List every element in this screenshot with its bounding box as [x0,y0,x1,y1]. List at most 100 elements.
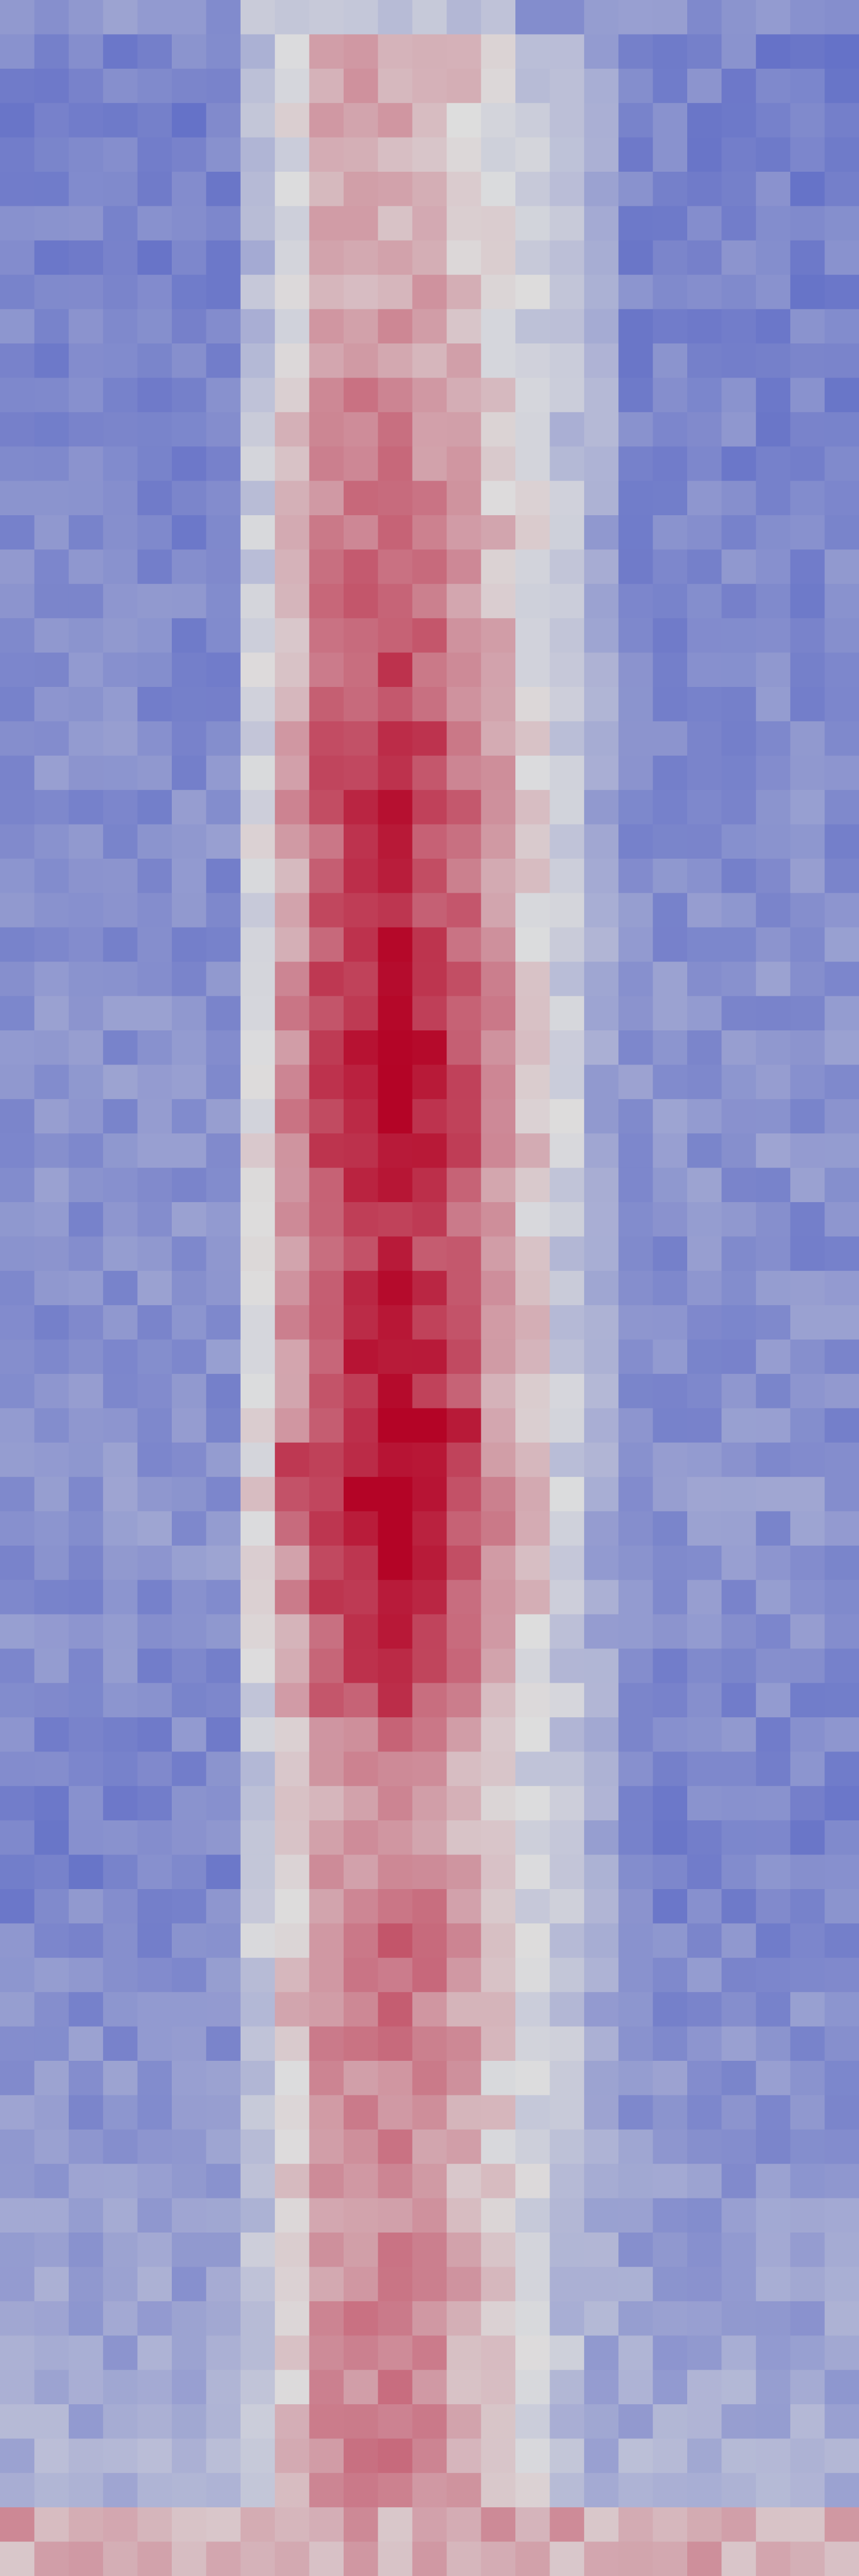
heatmap-cell [618,1854,654,1890]
heatmap-cell [447,1408,482,1443]
heatmap-cell [172,515,207,550]
heatmap-cell [824,962,859,997]
heatmap-cell [275,172,310,206]
heatmap-cell [755,1854,791,1890]
heatmap-cell [137,2267,172,2302]
heatmap-cell [550,1442,585,1477]
heatmap-cell [34,721,69,756]
heatmap-cell [172,2541,207,2576]
heatmap-cell [344,1820,378,1856]
heatmap-cell [0,996,35,1031]
heatmap-cell [687,2164,722,2199]
heatmap-cell [721,2164,757,2199]
heatmap-cell [309,1649,344,1684]
heatmap-cell [447,2541,482,2576]
heatmap-cell [68,1477,104,1512]
heatmap-cell [103,1511,138,1546]
heatmap-cell [447,1717,482,1752]
heatmap-cell [172,859,207,893]
heatmap-cell [206,515,241,550]
heatmap-cell [206,721,241,756]
heatmap-cell [309,515,344,550]
heatmap-cell [378,1374,413,1409]
heatmap-cell [103,0,138,35]
heatmap-cell [0,1614,35,1649]
heatmap-cell [412,1683,447,1718]
heatmap-cell [447,893,482,928]
heatmap-cell [481,2301,516,2336]
heatmap-cell [378,1202,413,1237]
heatmap-cell [687,2129,722,2164]
heatmap-cell [172,927,207,962]
heatmap-cell [515,2404,550,2439]
heatmap-cell [344,2061,378,2095]
heatmap-cell [137,1786,172,1821]
heatmap-cell [481,1065,516,1100]
heatmap-cell [68,1442,104,1477]
heatmap-cell [103,1374,138,1409]
heatmap-cell [412,2198,447,2233]
heatmap-cell [652,481,688,516]
heatmap-cell [790,1270,825,1306]
heatmap-cell [721,2095,757,2130]
heatmap-cell [652,1580,688,1615]
heatmap-cell [206,1099,241,1134]
heatmap-cell [240,1133,275,1169]
heatmap-cell [584,206,619,241]
heatmap-cell [0,68,35,103]
heatmap-cell [240,2198,275,2233]
heatmap-cell [206,343,241,378]
heatmap-cell [618,2164,654,2199]
heatmap-cell [0,1751,35,1787]
heatmap-cell [515,996,550,1031]
heatmap-cell [755,378,791,413]
heatmap-cell [755,2473,791,2508]
heatmap-cell [172,2233,207,2267]
heatmap-cell [755,2061,791,2095]
heatmap-cell [68,412,104,447]
heatmap-cell [824,1167,859,1203]
heatmap-cell [652,2438,688,2474]
heatmap-cell [103,1477,138,1512]
heatmap-cell [34,2404,69,2439]
heatmap-cell [481,583,516,619]
heatmap-cell [584,927,619,962]
heatmap-cell [206,1923,241,1958]
heatmap-cell [240,2095,275,2130]
heatmap-cell [550,1923,585,1958]
heatmap-cell [344,2473,378,2508]
heatmap-cell [447,1786,482,1821]
heatmap-cell [240,755,275,790]
heatmap-cell [687,2335,722,2371]
heatmap-cell [550,2233,585,2267]
heatmap-cell [68,515,104,550]
heatmap-cell [447,1339,482,1374]
heatmap-cell [550,1305,585,1340]
heatmap-cell [68,1374,104,1409]
heatmap-cell [240,2061,275,2095]
heatmap-cell [824,0,859,35]
heatmap-cell [550,1099,585,1134]
heatmap-cell [275,2061,310,2095]
heatmap-cell [824,859,859,893]
heatmap-cell [412,962,447,997]
heatmap-cell [515,2026,550,2061]
heatmap-cell [481,2164,516,2199]
heatmap-cell [344,687,378,722]
heatmap-cell [275,1305,310,1340]
heatmap-cell [824,446,859,482]
heatmap-cell [652,2507,688,2542]
heatmap-cell [687,2404,722,2439]
heatmap-cell [34,2473,69,2508]
heatmap-cell [618,1649,654,1684]
heatmap-cell [172,1683,207,1718]
heatmap-cell [824,1786,859,1821]
heatmap-cell [172,2129,207,2164]
heatmap-cell [378,927,413,962]
heatmap-cell [790,1854,825,1890]
heatmap-cell [550,2164,585,2199]
heatmap-cell [137,2301,172,2336]
heatmap-cell [550,309,585,344]
heatmap-cell [550,549,585,585]
heatmap-cell [652,446,688,482]
